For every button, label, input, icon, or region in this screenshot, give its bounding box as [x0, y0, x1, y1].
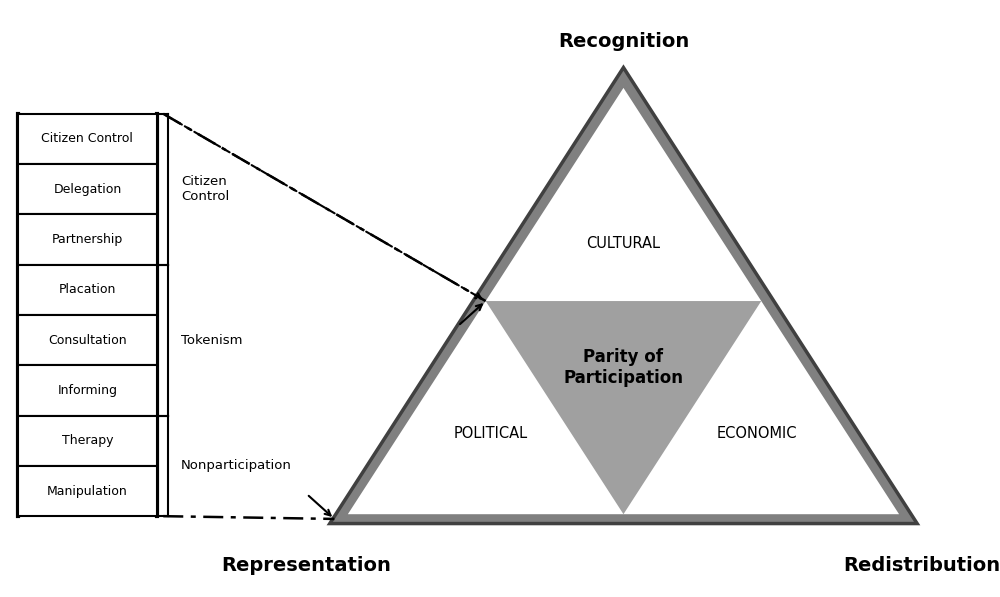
- Text: Informing: Informing: [57, 384, 117, 397]
- FancyBboxPatch shape: [18, 466, 157, 516]
- Text: Redistribution: Redistribution: [843, 556, 1000, 575]
- Text: ECONOMIC: ECONOMIC: [716, 426, 797, 441]
- Text: Citizen
Control: Citizen Control: [181, 176, 229, 203]
- Text: Representation: Representation: [222, 556, 392, 575]
- FancyBboxPatch shape: [18, 264, 157, 315]
- FancyBboxPatch shape: [18, 365, 157, 416]
- FancyBboxPatch shape: [18, 164, 157, 214]
- Polygon shape: [486, 301, 761, 514]
- Text: Citizen Control: Citizen Control: [41, 133, 133, 146]
- Polygon shape: [348, 88, 899, 514]
- Text: Tokenism: Tokenism: [181, 334, 242, 347]
- Text: POLITICAL: POLITICAL: [453, 426, 527, 441]
- FancyBboxPatch shape: [18, 114, 157, 164]
- Text: Manipulation: Manipulation: [47, 485, 128, 497]
- Text: Partnership: Partnership: [52, 233, 123, 246]
- Text: Placation: Placation: [59, 284, 116, 296]
- Polygon shape: [330, 67, 917, 524]
- Text: Recognition: Recognition: [558, 32, 689, 51]
- FancyBboxPatch shape: [18, 416, 157, 466]
- Text: Delegation: Delegation: [53, 183, 122, 196]
- FancyBboxPatch shape: [18, 214, 157, 264]
- Text: Consultation: Consultation: [48, 334, 127, 347]
- Text: CULTURAL: CULTURAL: [586, 236, 660, 251]
- Text: Parity of
Participation: Parity of Participation: [563, 348, 683, 387]
- Text: Nonparticipation: Nonparticipation: [181, 459, 292, 472]
- Text: Therapy: Therapy: [62, 434, 113, 447]
- FancyBboxPatch shape: [18, 315, 157, 365]
